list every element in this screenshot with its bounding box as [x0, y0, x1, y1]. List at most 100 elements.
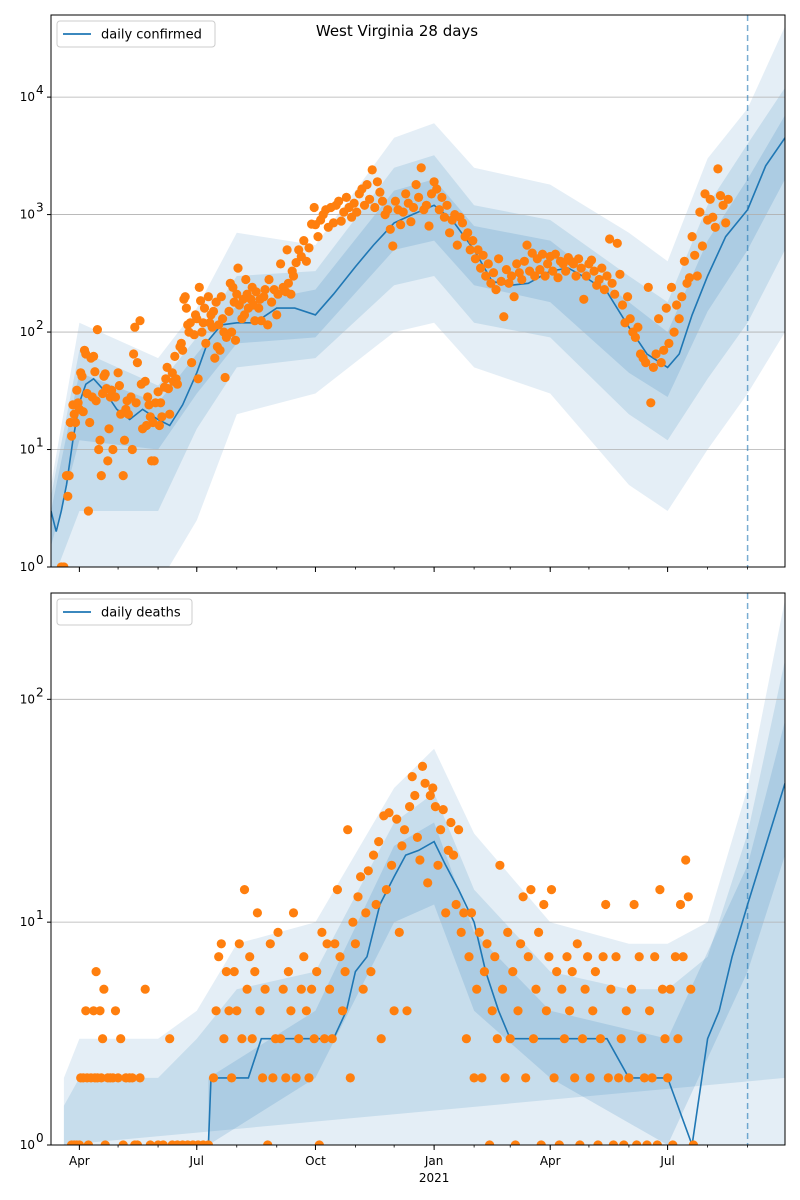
data-point [132, 358, 142, 368]
legend-label: daily confirmed [101, 28, 202, 43]
y-tick-exponent: 0 [36, 553, 44, 567]
x-tick-label: Jul [659, 1154, 674, 1168]
data-point [610, 289, 620, 299]
y-tick-label: 10 [20, 443, 35, 457]
data-point [433, 860, 443, 870]
data-point [491, 285, 501, 295]
data-point [199, 303, 210, 313]
data-point [218, 314, 228, 324]
data-point [304, 1073, 314, 1083]
data-point [499, 312, 509, 322]
data-point [642, 1140, 652, 1145]
data-point [580, 984, 590, 994]
data-point [376, 1034, 386, 1044]
data-point [314, 1140, 324, 1145]
data-point [83, 1140, 93, 1145]
data-point [421, 200, 431, 210]
data-point [668, 1140, 678, 1145]
data-point [332, 885, 342, 895]
data-point [593, 1140, 603, 1145]
data-point [506, 271, 517, 281]
data-point [466, 908, 477, 918]
data-point [536, 1140, 546, 1145]
data-point [665, 984, 675, 994]
data-point [590, 967, 601, 977]
data-point [558, 259, 568, 269]
data-point [388, 241, 398, 251]
data-point [654, 314, 664, 324]
data-point [210, 353, 220, 363]
data-point [153, 387, 163, 397]
data-point [408, 202, 419, 213]
data-point [625, 314, 635, 324]
data-point [512, 259, 522, 269]
data-point [454, 825, 464, 835]
data-point [390, 196, 400, 206]
data-point [317, 927, 327, 938]
data-point [399, 825, 410, 835]
data-point [170, 351, 180, 361]
data-point [301, 256, 311, 266]
data-point [72, 385, 82, 395]
data-point [110, 1006, 121, 1016]
data-point [377, 196, 388, 206]
data-point [432, 184, 442, 194]
data-point [537, 249, 548, 259]
data-point [85, 417, 95, 428]
data-point [526, 885, 536, 895]
data-point [325, 984, 335, 994]
legend-box [56, 20, 216, 48]
data-point [367, 165, 377, 175]
data-point [656, 358, 666, 368]
data-point [552, 967, 562, 977]
data-point [335, 952, 345, 962]
data-point [356, 872, 366, 882]
data-point [267, 297, 277, 307]
data-point [657, 984, 668, 994]
axes-frame [50, 592, 786, 1146]
data-point [157, 412, 167, 422]
data-point [641, 358, 651, 368]
data-point [172, 379, 182, 389]
data-point [415, 855, 425, 865]
data-point [683, 892, 693, 902]
data-point [577, 1034, 588, 1044]
data-point [516, 939, 526, 949]
data-point [597, 263, 607, 273]
data-point [594, 274, 604, 285]
data-point [385, 224, 395, 234]
data-point [459, 908, 469, 918]
data-point [118, 471, 128, 481]
data-point [411, 180, 421, 190]
data-point [291, 258, 301, 268]
data-point [673, 1034, 683, 1044]
data-point [154, 420, 164, 431]
data-point [670, 952, 681, 962]
data-point [294, 1034, 304, 1044]
data-point [301, 1006, 311, 1016]
data-point [624, 1073, 634, 1083]
data-point [358, 984, 368, 994]
data-point [309, 202, 319, 213]
data-point [208, 1073, 219, 1083]
data-point [497, 984, 508, 994]
data-point [448, 850, 459, 860]
data-point [392, 814, 402, 824]
x-tick-label: Jan [424, 1154, 444, 1168]
data-point [254, 303, 264, 313]
y-tick-label: 10 [20, 915, 35, 929]
data-point [228, 282, 238, 292]
data-point [327, 1034, 337, 1044]
data-point [619, 1140, 629, 1145]
data-point [283, 967, 293, 977]
data-point [445, 228, 455, 238]
y-tick-exponent: 2 [36, 318, 44, 332]
data-point [242, 984, 252, 994]
data-point [660, 1034, 670, 1044]
data-point [416, 163, 426, 173]
data-point [340, 967, 350, 977]
data-point [686, 984, 696, 994]
data-point [135, 1073, 145, 1083]
data-point [140, 376, 150, 386]
